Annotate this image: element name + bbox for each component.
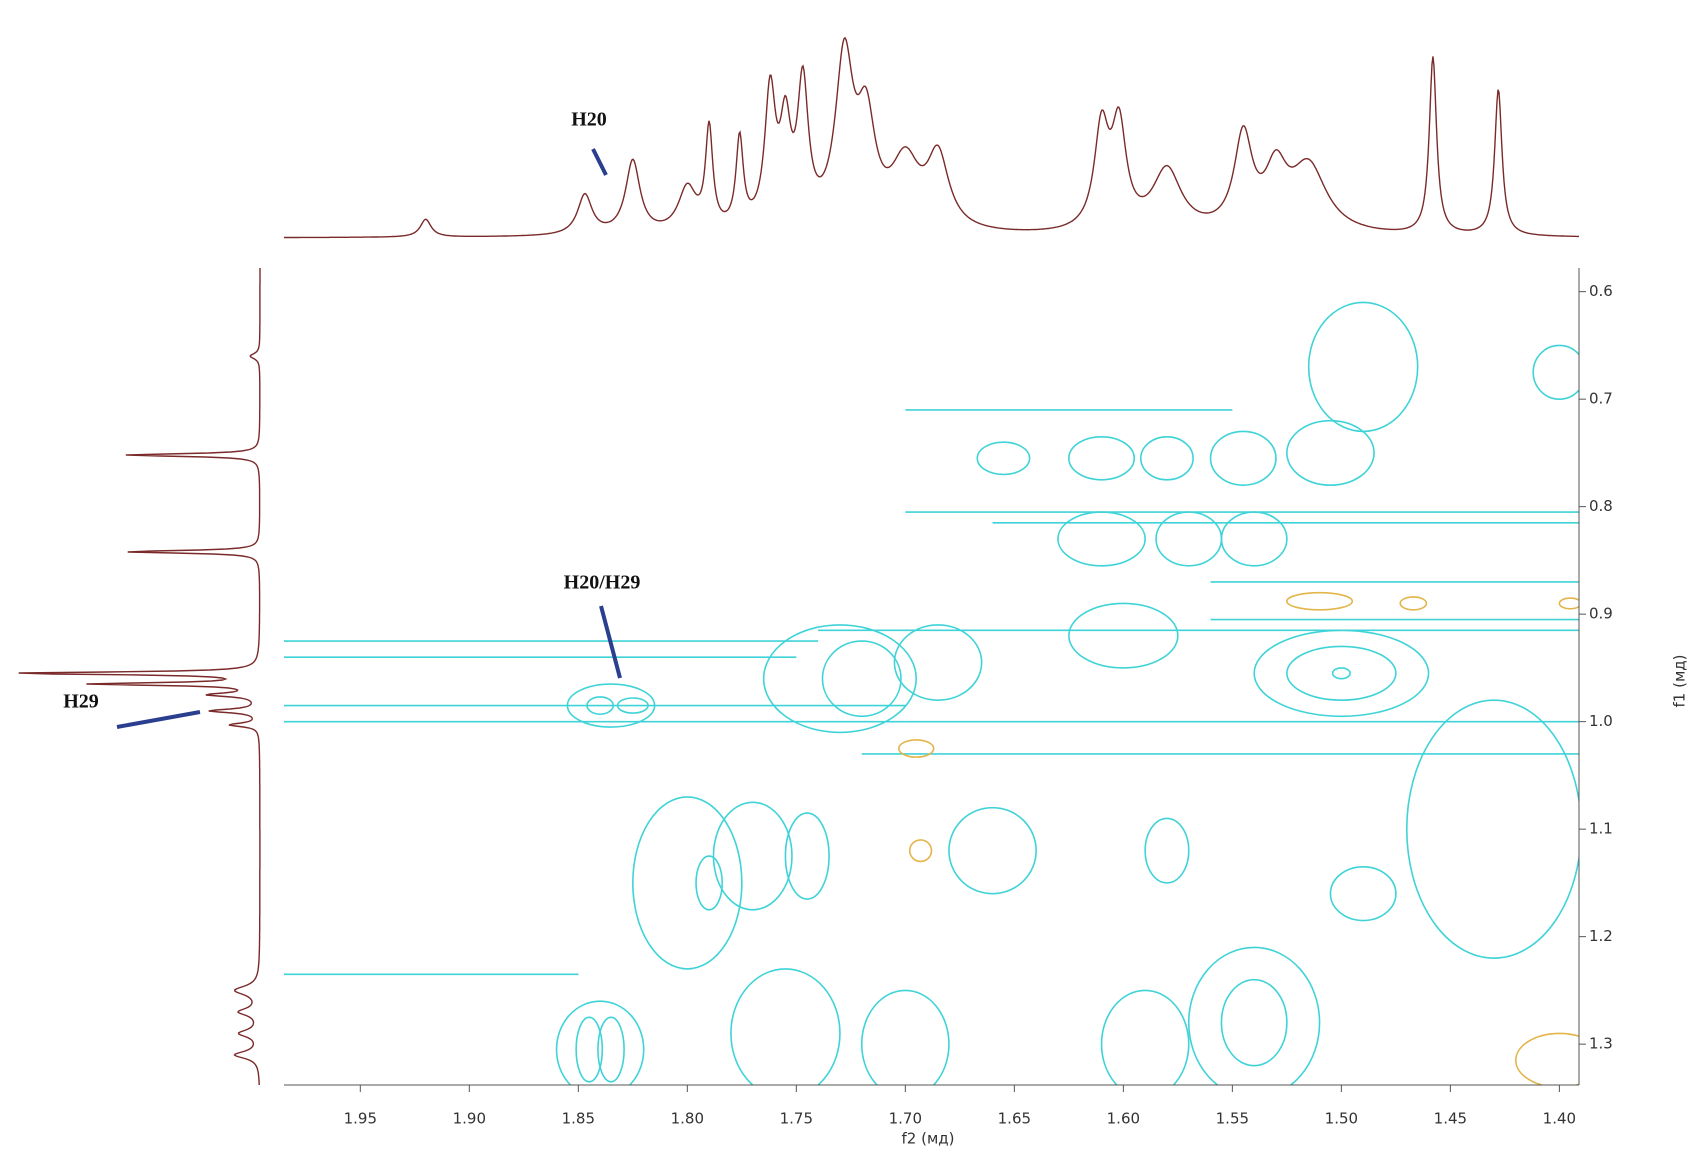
annotation-arrow <box>591 148 608 176</box>
contour <box>616 697 649 714</box>
contour <box>976 441 1031 476</box>
contour <box>1144 817 1190 884</box>
y-tick-label: 0.7 <box>1589 390 1613 408</box>
x-axis-label: f2 (мд) <box>902 1130 955 1148</box>
contour <box>1057 511 1146 567</box>
contour <box>712 801 793 911</box>
x-tick-label: 1.65 <box>998 1110 1031 1128</box>
x-tick-label: 1.70 <box>889 1110 922 1128</box>
x-tick-label: 1.50 <box>1325 1110 1358 1128</box>
contour <box>860 989 950 1085</box>
contour <box>730 968 841 1085</box>
left-spectrum <box>18 268 261 1085</box>
contour <box>597 1016 625 1083</box>
contour <box>1220 978 1288 1067</box>
contour <box>1100 989 1190 1085</box>
contour <box>1286 419 1375 486</box>
contour <box>1514 1032 1579 1085</box>
contour <box>1068 435 1136 481</box>
x-tick-label: 1.40 <box>1543 1110 1576 1128</box>
contour <box>1405 699 1579 959</box>
contour <box>784 812 830 900</box>
contour <box>566 683 656 728</box>
y-axis-label: f1 (мд) <box>1671 655 1689 708</box>
contour <box>1220 511 1288 567</box>
contour <box>1155 511 1223 567</box>
y-tick-label: 0.8 <box>1589 497 1613 515</box>
x-tick-label: 1.75 <box>780 1110 813 1128</box>
plot-area <box>284 301 1579 1085</box>
contour <box>1068 602 1179 669</box>
contour <box>948 806 1037 895</box>
y-tick-label: 0.6 <box>1589 282 1613 300</box>
y-tick-label: 1.3 <box>1589 1035 1613 1053</box>
x-tick-label: 1.90 <box>453 1110 486 1128</box>
contour <box>908 839 933 863</box>
contour <box>1286 645 1397 701</box>
annotation: H20/H29 <box>564 572 641 594</box>
contour <box>1331 667 1351 680</box>
top-spectrum <box>284 36 1579 239</box>
x-tick-label: 1.55 <box>1216 1110 1249 1128</box>
x-tick-label: 1.95 <box>344 1110 377 1128</box>
contour <box>897 739 935 758</box>
y-tick-label: 0.9 <box>1589 605 1613 623</box>
contour <box>1558 597 1579 610</box>
contour <box>1329 865 1397 922</box>
contour <box>695 855 724 911</box>
annotation: H29 <box>63 691 99 713</box>
contour <box>1286 591 1354 611</box>
x-tick-label: 1.60 <box>1107 1110 1140 1128</box>
annotation-arrow <box>599 605 622 679</box>
x-tick-label: 1.80 <box>671 1110 704 1128</box>
annotation: H20 <box>571 109 607 131</box>
contour <box>1187 946 1321 1085</box>
contour <box>821 640 902 718</box>
y-tick-label: 1.2 <box>1589 927 1613 945</box>
y-tick-label: 1.1 <box>1589 820 1613 838</box>
contour <box>893 624 983 701</box>
contour <box>1209 430 1277 486</box>
contour <box>1532 344 1579 400</box>
contour <box>632 796 743 970</box>
annotation-arrow <box>116 710 201 729</box>
contour <box>1253 629 1430 718</box>
contour <box>1139 435 1194 481</box>
x-tick-label: 1.85 <box>562 1110 595 1128</box>
contour <box>1399 596 1428 611</box>
contour <box>762 624 918 734</box>
contour <box>586 696 615 715</box>
x-tick-label: 1.45 <box>1434 1110 1467 1128</box>
contour <box>575 1016 604 1083</box>
contour <box>1307 301 1419 433</box>
contour <box>555 1000 645 1085</box>
y-tick-label: 1.0 <box>1589 712 1613 730</box>
